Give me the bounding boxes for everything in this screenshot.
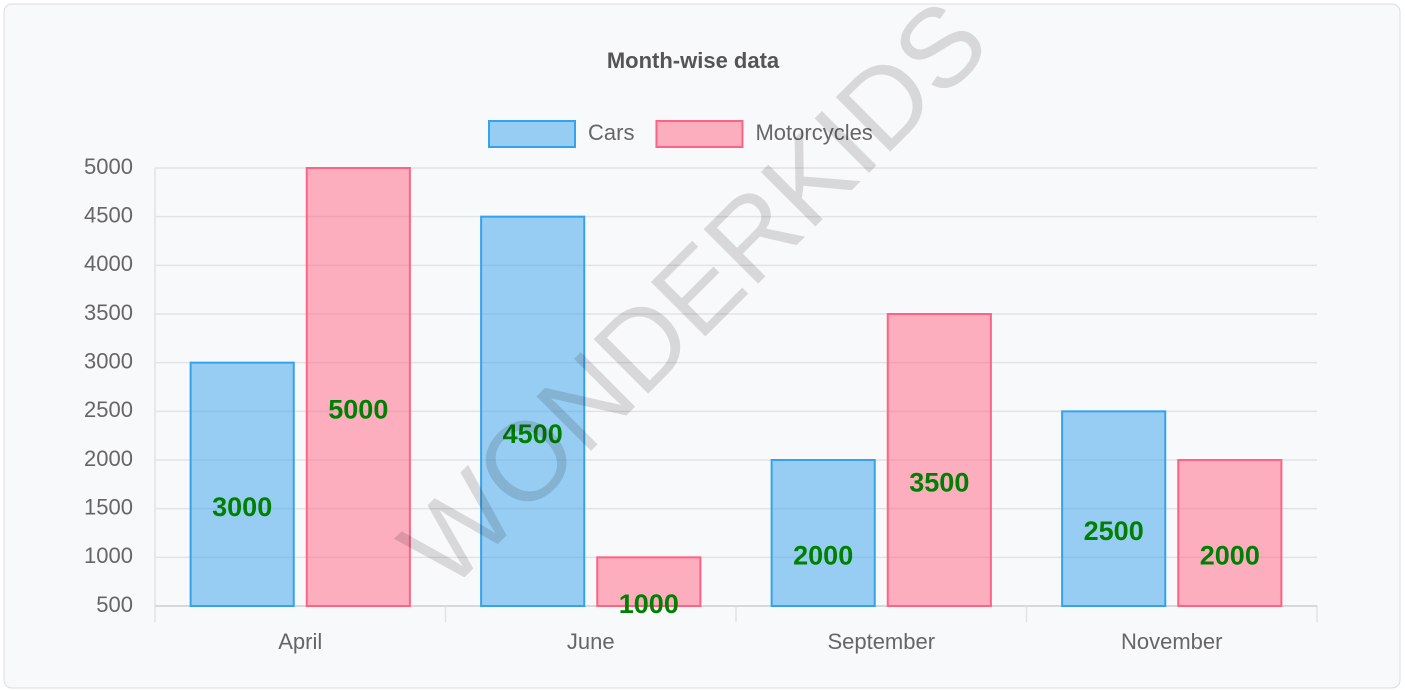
y-tick-label: 2500 <box>84 397 133 422</box>
value-label: 4500 <box>503 419 563 449</box>
y-tick-label: 2000 <box>84 446 133 471</box>
y-tick-label: 4500 <box>84 202 133 227</box>
value-label: 3500 <box>909 467 969 497</box>
value-label: 3000 <box>212 492 272 522</box>
bar <box>596 556 702 607</box>
bar <box>886 313 992 607</box>
x-tick-label: June <box>567 629 615 654</box>
value-label: 2000 <box>793 540 853 570</box>
y-tick-label: 1500 <box>84 494 133 519</box>
legend-label: Cars <box>588 120 634 145</box>
bar <box>189 361 295 607</box>
value-label: 2500 <box>1084 516 1144 546</box>
bar <box>770 459 876 607</box>
legend-swatch <box>488 120 576 148</box>
legend-swatch <box>655 120 744 148</box>
x-tick-label: April <box>278 629 322 654</box>
value-label: 1000 <box>619 589 679 619</box>
y-tick-label: 5000 <box>84 154 133 179</box>
y-tick-label: 4000 <box>84 251 133 276</box>
value-label: 2000 <box>1200 540 1260 570</box>
bar <box>1061 410 1167 608</box>
y-tick-label: 3000 <box>84 348 133 373</box>
bar <box>480 215 586 608</box>
y-tick-label: 1000 <box>84 543 133 568</box>
y-tick-label: 500 <box>96 592 133 617</box>
x-tick-label: November <box>1121 629 1222 654</box>
bar <box>305 167 411 607</box>
bar <box>1177 459 1283 607</box>
value-label: 5000 <box>328 394 388 424</box>
chart-title: Month-wise data <box>607 48 780 73</box>
x-tick-label: September <box>827 629 935 654</box>
y-tick-label: 3500 <box>84 300 133 325</box>
legend-label: Motorcycles <box>755 120 872 145</box>
